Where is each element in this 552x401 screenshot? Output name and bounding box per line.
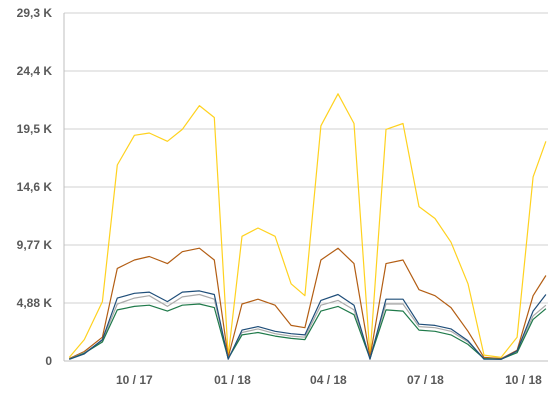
y-tick-label: 9,77 K	[17, 238, 53, 252]
x-axis: 10 / 17 01 / 18 04 / 18 07 / 18 10 / 18	[64, 360, 548, 387]
series-line-1	[68, 93, 547, 358]
y-axis: 0 4,88 K 9,77 K 14,6 K 19,5 K 24,4 K 29,3 K	[17, 6, 65, 368]
series-line-3	[69, 293, 547, 360]
series-line-2	[69, 247, 547, 360]
y-tick-label: 29,3 K	[17, 6, 53, 20]
y-tick-label: 24,4 K	[17, 64, 53, 78]
y-tick-label: 14,6 K	[17, 180, 53, 194]
x-tick-label: 01 / 18	[214, 373, 251, 387]
series-line-4	[69, 303, 547, 360]
y-tick-label: 0	[45, 354, 52, 368]
y-tick-label: 4,88 K	[17, 296, 53, 310]
x-tick-label: 10 / 18	[505, 373, 542, 387]
x-tick-label: 10 / 17	[116, 373, 153, 387]
x-tick-label: 04 / 18	[310, 373, 347, 387]
series-lines	[68, 93, 547, 360]
gridlines	[64, 12, 548, 304]
x-tick-label: 07 / 18	[407, 373, 444, 387]
y-tick-label: 19,5 K	[17, 122, 53, 136]
series-line-5	[69, 290, 547, 360]
